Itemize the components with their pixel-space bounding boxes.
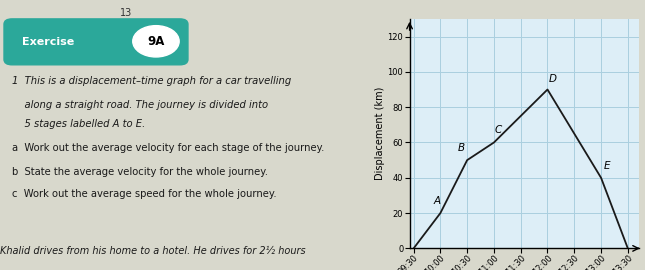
Text: B: B [458,143,465,153]
Text: 13: 13 [120,8,132,18]
Circle shape [133,26,179,57]
Text: E: E [604,161,610,171]
FancyBboxPatch shape [4,19,188,65]
Text: C: C [494,126,502,136]
Text: 1  This is a displacement–time graph for a car travelling: 1 This is a displacement–time graph for … [12,76,292,86]
Y-axis label: Displacement (km): Displacement (km) [375,87,385,180]
Text: Khalid drives from his home to a hotel. He drives for 2½ hours: Khalid drives from his home to a hotel. … [0,247,306,256]
Text: along a straight road. The journey is divided into: along a straight road. The journey is di… [12,100,268,110]
Text: A: A [433,196,441,206]
Text: D: D [548,74,557,84]
Text: c  Work out the average speed for the whole journey.: c Work out the average speed for the who… [12,189,277,199]
Text: b  State the average velocity for the whole journey.: b State the average velocity for the who… [12,167,268,177]
Text: 9A: 9A [147,35,164,48]
Text: Exercise: Exercise [22,37,74,47]
Text: 5 stages labelled A to E.: 5 stages labelled A to E. [12,119,145,129]
Text: a  Work out the average velocity for each stage of the journey.: a Work out the average velocity for each… [12,143,324,153]
